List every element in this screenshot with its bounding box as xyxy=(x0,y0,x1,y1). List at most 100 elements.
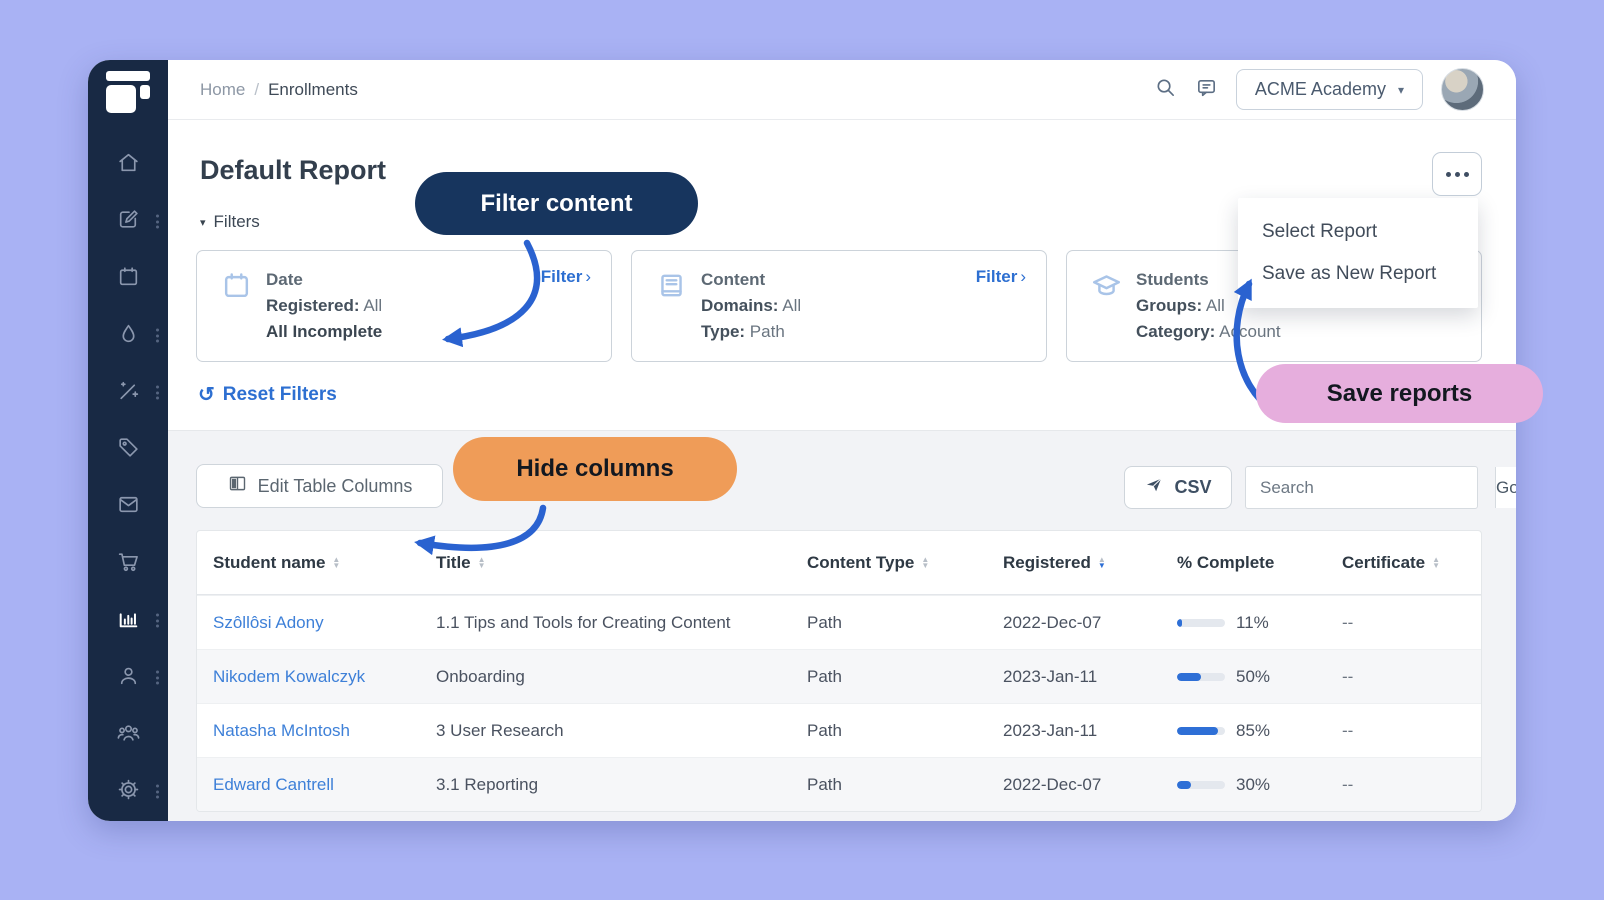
progress-bar xyxy=(1177,672,1225,681)
student-link[interactable]: Nikodem Kowalczyk xyxy=(213,666,366,686)
breadcrumb-separator: / xyxy=(254,79,260,99)
menu-item-select-report[interactable]: Select Report xyxy=(1262,221,1378,242)
graduation-cap-icon xyxy=(1091,267,1122,361)
sort-icon: ▲ ▼ xyxy=(477,554,486,570)
edit-table-columns-button[interactable]: Edit Table Columns xyxy=(196,464,443,508)
submenu-dots-icon xyxy=(156,782,159,801)
cell-percent-complete: 30% xyxy=(1177,775,1342,795)
sidebar-item-tag[interactable] xyxy=(88,421,168,478)
sidebar-item-mail[interactable] xyxy=(88,478,168,535)
sidebar-item-user-group[interactable] xyxy=(88,706,168,763)
page-title: Default Report xyxy=(200,155,387,185)
search-go-button[interactable]: Go xyxy=(1495,467,1516,508)
progress-bar xyxy=(1177,618,1225,627)
progress-bar xyxy=(1177,780,1225,789)
filter-card-line: Category: Account xyxy=(1136,322,1281,341)
export-csv-button[interactable]: CSV xyxy=(1124,466,1232,509)
calendar-icon xyxy=(116,264,141,294)
date-filter-link[interactable]: Filter › xyxy=(540,267,591,286)
sidebar-item-droplet[interactable] xyxy=(88,307,168,364)
submenu-dots-icon xyxy=(156,611,159,630)
sort-icon-desc-active: ▲ ▼ xyxy=(1097,554,1106,570)
cell-content-type: Path xyxy=(807,774,842,794)
csv-label: CSV xyxy=(1174,477,1212,497)
callout-filter-content: Filter content xyxy=(415,172,698,235)
filter-card-line: Registered: All xyxy=(266,296,383,315)
filters-toggle-label: Filters xyxy=(213,212,260,231)
edit-table-columns-label: Edit Table Columns xyxy=(257,475,413,496)
cell-certificate: -- xyxy=(1342,720,1354,740)
sidebar-item-compose[interactable] xyxy=(88,193,168,250)
sidebar-item-settings[interactable] xyxy=(88,763,168,820)
sidebar xyxy=(88,60,168,821)
sidebar-item-reports[interactable] xyxy=(88,592,168,649)
table-row: Natasha McIntosh 3 User Research Path 20… xyxy=(197,703,1481,757)
cart-icon xyxy=(116,549,141,579)
column-header-percent-complete[interactable]: % Complete xyxy=(1177,552,1275,572)
search-icon[interactable] xyxy=(1154,76,1177,104)
reset-filters-label: Reset Filters xyxy=(222,383,337,405)
droplet-icon xyxy=(116,321,141,351)
bar-chart-icon xyxy=(116,606,141,636)
callout-hide-columns: Hide columns xyxy=(453,437,737,501)
callout-save-reports: Save reports xyxy=(1256,364,1543,423)
sidebar-item-user[interactable] xyxy=(88,649,168,706)
cell-title: 3.1 Reporting xyxy=(436,774,539,794)
account-name: ACME Academy xyxy=(1254,79,1386,99)
chevron-right-icon: › xyxy=(585,267,591,286)
table-row: Szôllôsi Adony 1.1 Tips and Tools for Cr… xyxy=(197,595,1481,649)
sidebar-item-home[interactable] xyxy=(88,136,168,193)
cell-title: 3 User Research xyxy=(436,720,564,740)
cell-registered: 2023-Jan-11 xyxy=(1003,720,1098,740)
compose-icon xyxy=(116,207,141,237)
report-actions-menu: Select Report Save as New Report xyxy=(1238,198,1478,308)
filters-toggle[interactable]: ▾ Filters xyxy=(200,212,260,232)
paper-plane-icon xyxy=(1144,475,1164,500)
chat-icon[interactable] xyxy=(1195,76,1218,104)
sort-icon: ▲ ▼ xyxy=(1432,554,1441,570)
column-header-student-name[interactable]: Student name ▲ ▼ xyxy=(213,552,341,572)
user-avatar[interactable] xyxy=(1441,68,1484,111)
sidebar-item-magic-wand[interactable] xyxy=(88,364,168,421)
user-icon xyxy=(116,663,141,693)
student-link[interactable]: Szôllôsi Adony xyxy=(213,612,324,632)
breadcrumb: Home / Enrollments xyxy=(200,80,358,100)
column-header-title[interactable]: Title ▲ ▼ xyxy=(436,552,486,572)
user-group-icon xyxy=(116,720,141,750)
filter-card-line: Type: Path xyxy=(701,322,785,341)
breadcrumb-home-link[interactable]: Home xyxy=(200,79,246,99)
cell-content-type: Path xyxy=(807,720,842,740)
cell-registered: 2023-Jan-11 xyxy=(1003,666,1098,686)
cell-registered: 2022-Dec-07 xyxy=(1003,774,1102,794)
report-more-actions-button[interactable] xyxy=(1432,152,1482,196)
student-link[interactable]: Edward Cantrell xyxy=(213,774,334,794)
filter-card-title: Date xyxy=(266,270,303,289)
cell-percent-complete: 50% xyxy=(1177,667,1342,687)
topbar: Home / Enrollments ACME Academy ▾ xyxy=(168,60,1516,120)
book-icon xyxy=(656,267,687,361)
calendar-icon xyxy=(221,267,252,361)
sort-icon: ▲ ▼ xyxy=(332,554,341,570)
account-switcher[interactable]: ACME Academy ▾ xyxy=(1235,69,1423,110)
table-header-row: Student name ▲ ▼ Title ▲ ▼ Content Type ▲ ▼ Re… xyxy=(197,531,1481,595)
search-input[interactable] xyxy=(1246,467,1495,508)
content-filter-link[interactable]: Filter › xyxy=(975,267,1026,286)
column-header-registered[interactable]: Registered ▲ ▼ xyxy=(1003,552,1106,572)
filter-card-title: Content xyxy=(701,270,766,289)
filter-card-date: Date Registered: All All Incomplete Filt… xyxy=(196,250,612,362)
submenu-dots-icon xyxy=(156,668,159,687)
column-header-certificate[interactable]: Certificate ▲ ▼ xyxy=(1342,552,1441,572)
column-header-content-type[interactable]: Content Type ▲ ▼ xyxy=(807,552,930,572)
menu-item-save-as-new-report[interactable]: Save as New Report xyxy=(1262,263,1437,284)
sidebar-item-calendar[interactable] xyxy=(88,250,168,307)
app-window: Home / Enrollments ACME Academy ▾ Defaul… xyxy=(88,60,1516,821)
reset-filters-link[interactable]: ↺ Reset Filters xyxy=(198,382,337,407)
table-search: Go xyxy=(1245,466,1516,509)
app-logo[interactable] xyxy=(105,68,151,114)
progress-bar xyxy=(1177,726,1225,735)
cell-percent-complete: 85% xyxy=(1177,721,1342,741)
student-link[interactable]: Natasha McIntosh xyxy=(213,720,351,740)
cell-title: Onboarding xyxy=(436,666,525,686)
sidebar-item-cart[interactable] xyxy=(88,535,168,592)
chevron-down-icon: ▾ xyxy=(200,216,206,229)
